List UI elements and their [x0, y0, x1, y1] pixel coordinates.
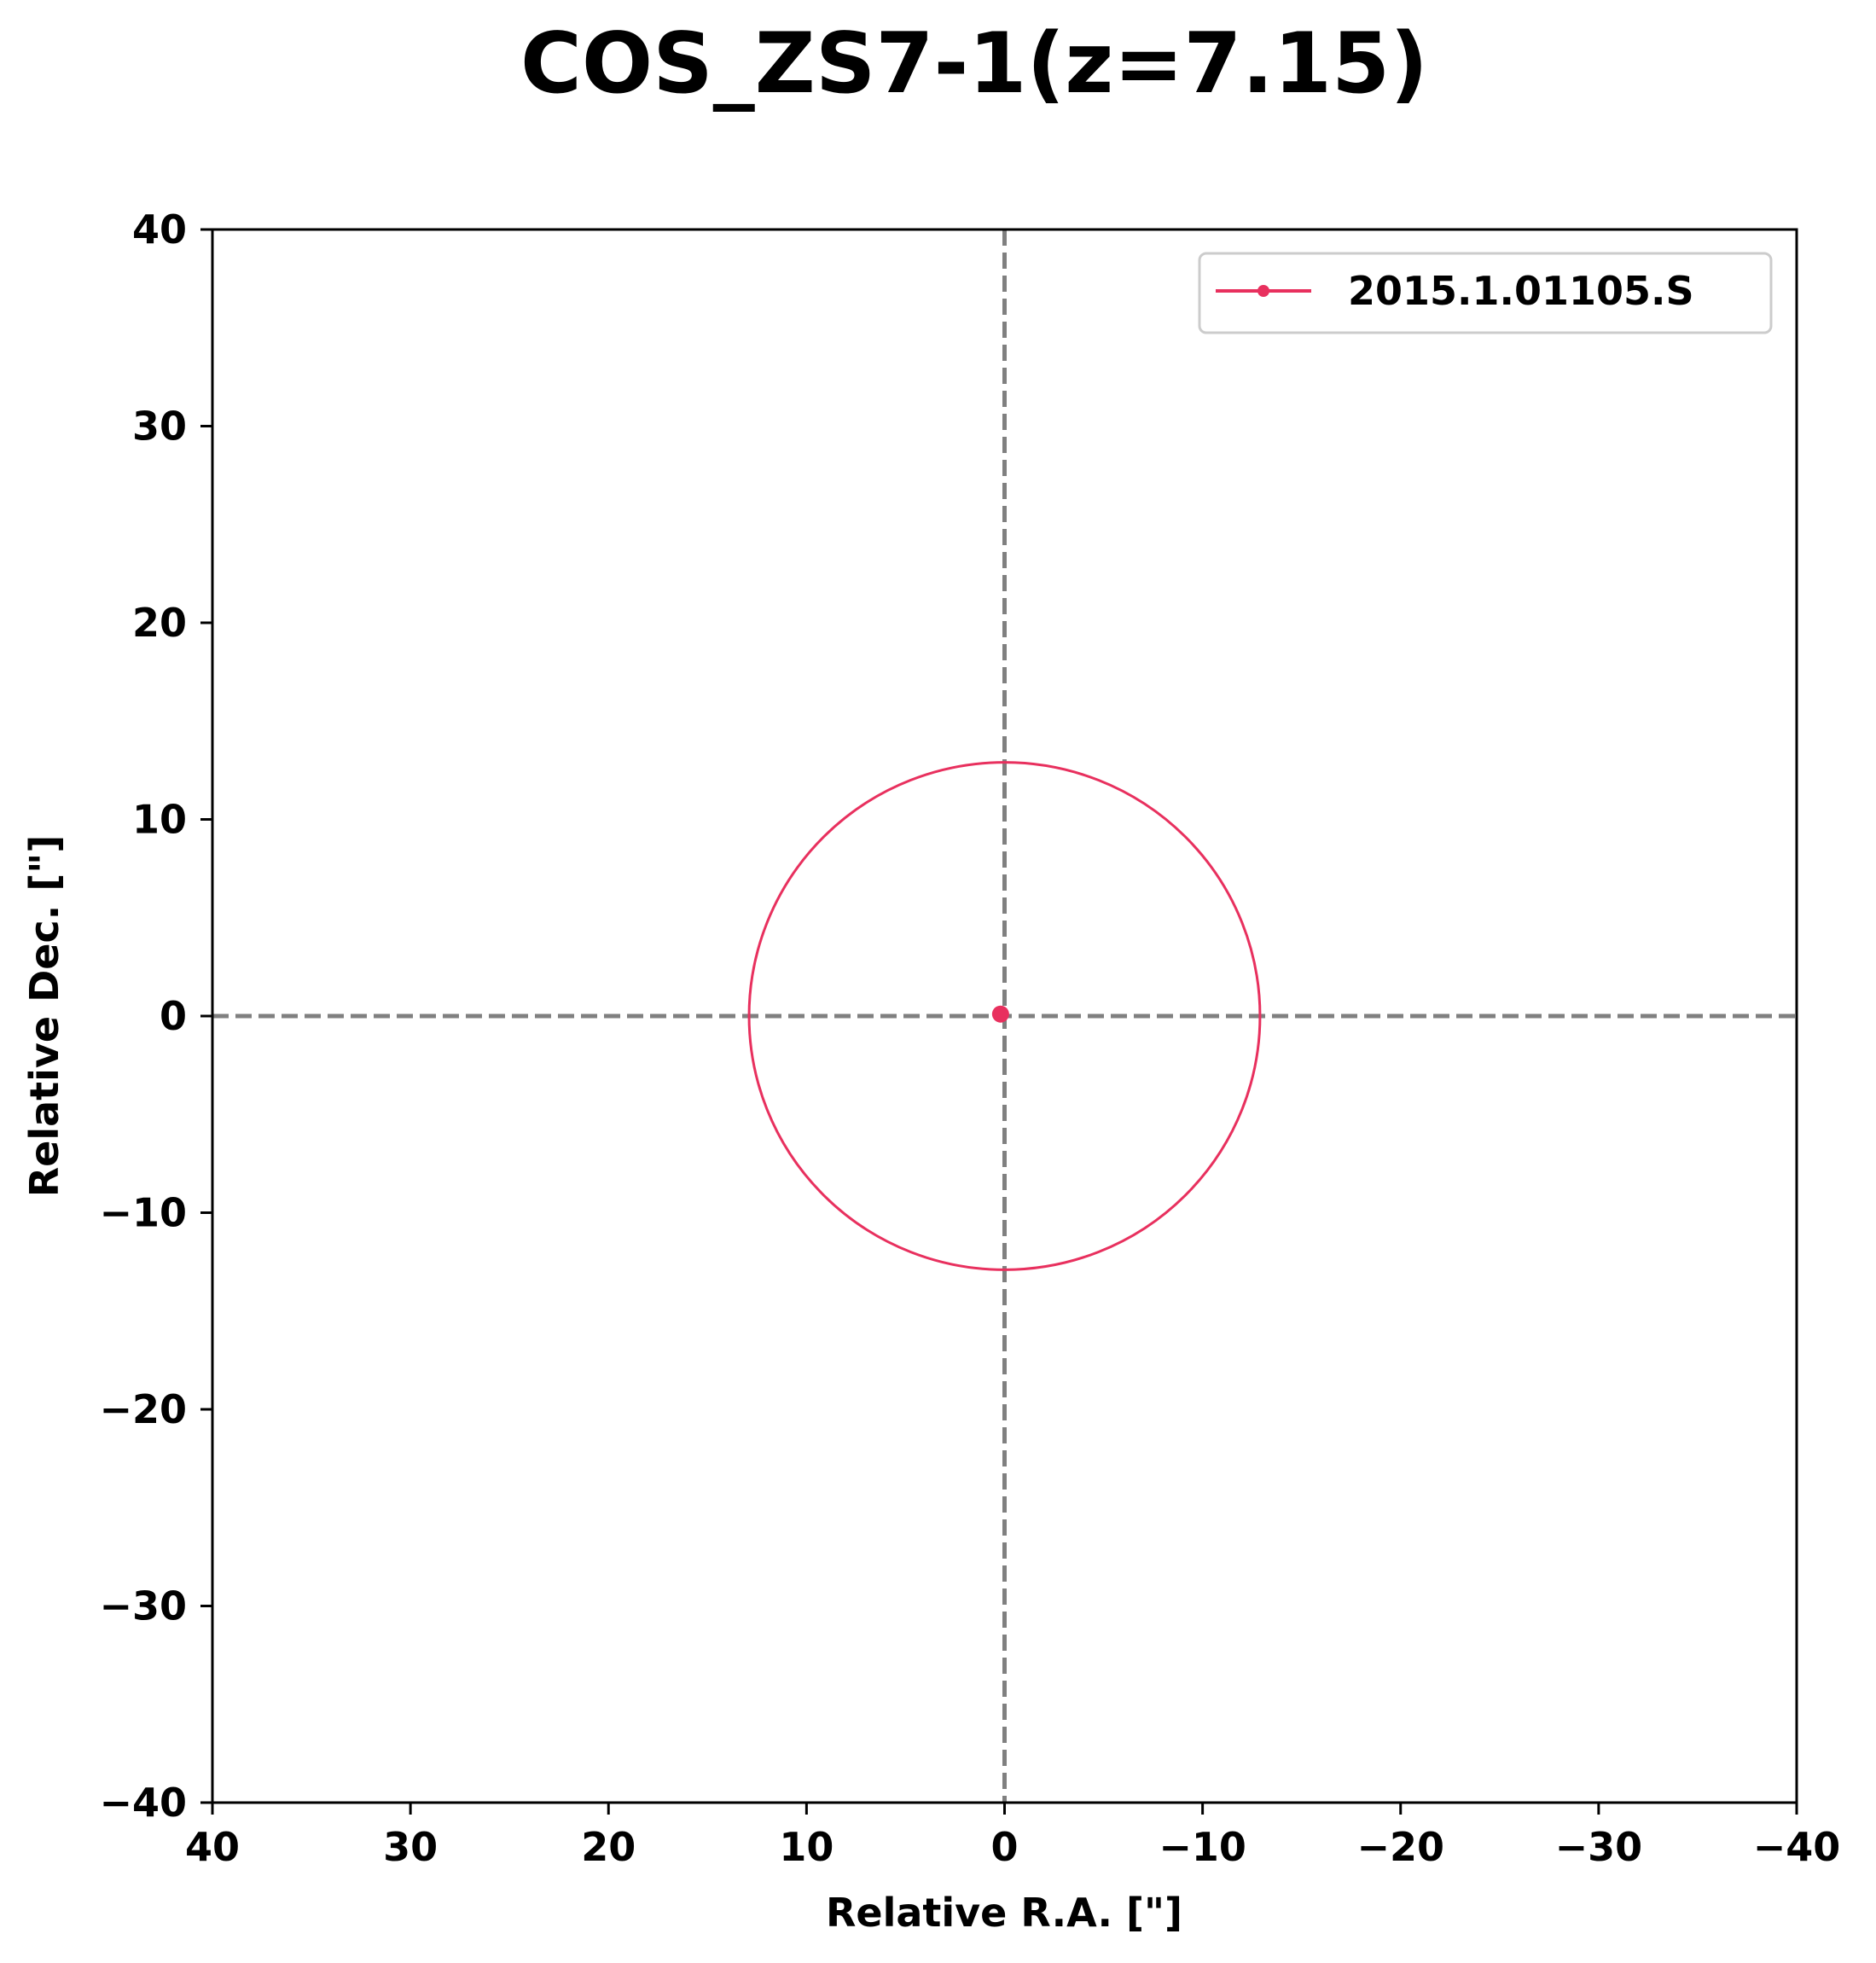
plot-marks	[747, 761, 1262, 1271]
x-tick-label: 20	[581, 1824, 636, 1870]
y-axis-ticks: 40 30 20 10 0 −10 −20 −30 −40	[99, 206, 212, 1826]
x-axis-label: Relative R.A. ["]	[826, 1890, 1182, 1936]
y-tick-label: −10	[99, 1190, 187, 1236]
legend-box	[1198, 252, 1773, 334]
x-tick-label: −10	[1159, 1824, 1246, 1870]
x-tick-label: −20	[1356, 1824, 1444, 1870]
x-tick-label: 30	[383, 1824, 438, 1870]
x-tick-label: 10	[779, 1824, 833, 1870]
legend-marker-swatch	[1257, 285, 1269, 297]
x-tick-label: 0	[990, 1824, 1018, 1870]
legend-label-series-1: 2015.1.01105.S	[1348, 268, 1694, 314]
y-tick-label: 20	[132, 600, 187, 646]
x-tick-label: −40	[1753, 1824, 1841, 1870]
y-tick-label: 0	[160, 993, 187, 1039]
x-tick-label: −30	[1555, 1824, 1643, 1870]
x-tick-label: 40	[185, 1824, 240, 1870]
legend: 2015.1.01105.S	[1198, 252, 1773, 334]
y-tick-label: 30	[132, 404, 187, 450]
chart-title: COS_ZS7-1(z=7.15)	[520, 15, 1428, 113]
y-tick-label: −20	[99, 1386, 187, 1432]
y-axis-label: Relative Dec. ["]	[21, 835, 67, 1198]
y-tick-label: −40	[99, 1780, 187, 1826]
x-axis-ticks: 40 30 20 10 0 −10 −20 −30 −40	[185, 1803, 1840, 1870]
plot-frame	[211, 228, 1798, 1804]
y-tick-label: −30	[99, 1583, 187, 1629]
y-tick-label: 10	[132, 797, 187, 843]
series-1-point-1	[991, 1005, 1009, 1023]
y-tick-label: 40	[132, 206, 187, 253]
series-1-beam-circle	[747, 761, 1262, 1271]
